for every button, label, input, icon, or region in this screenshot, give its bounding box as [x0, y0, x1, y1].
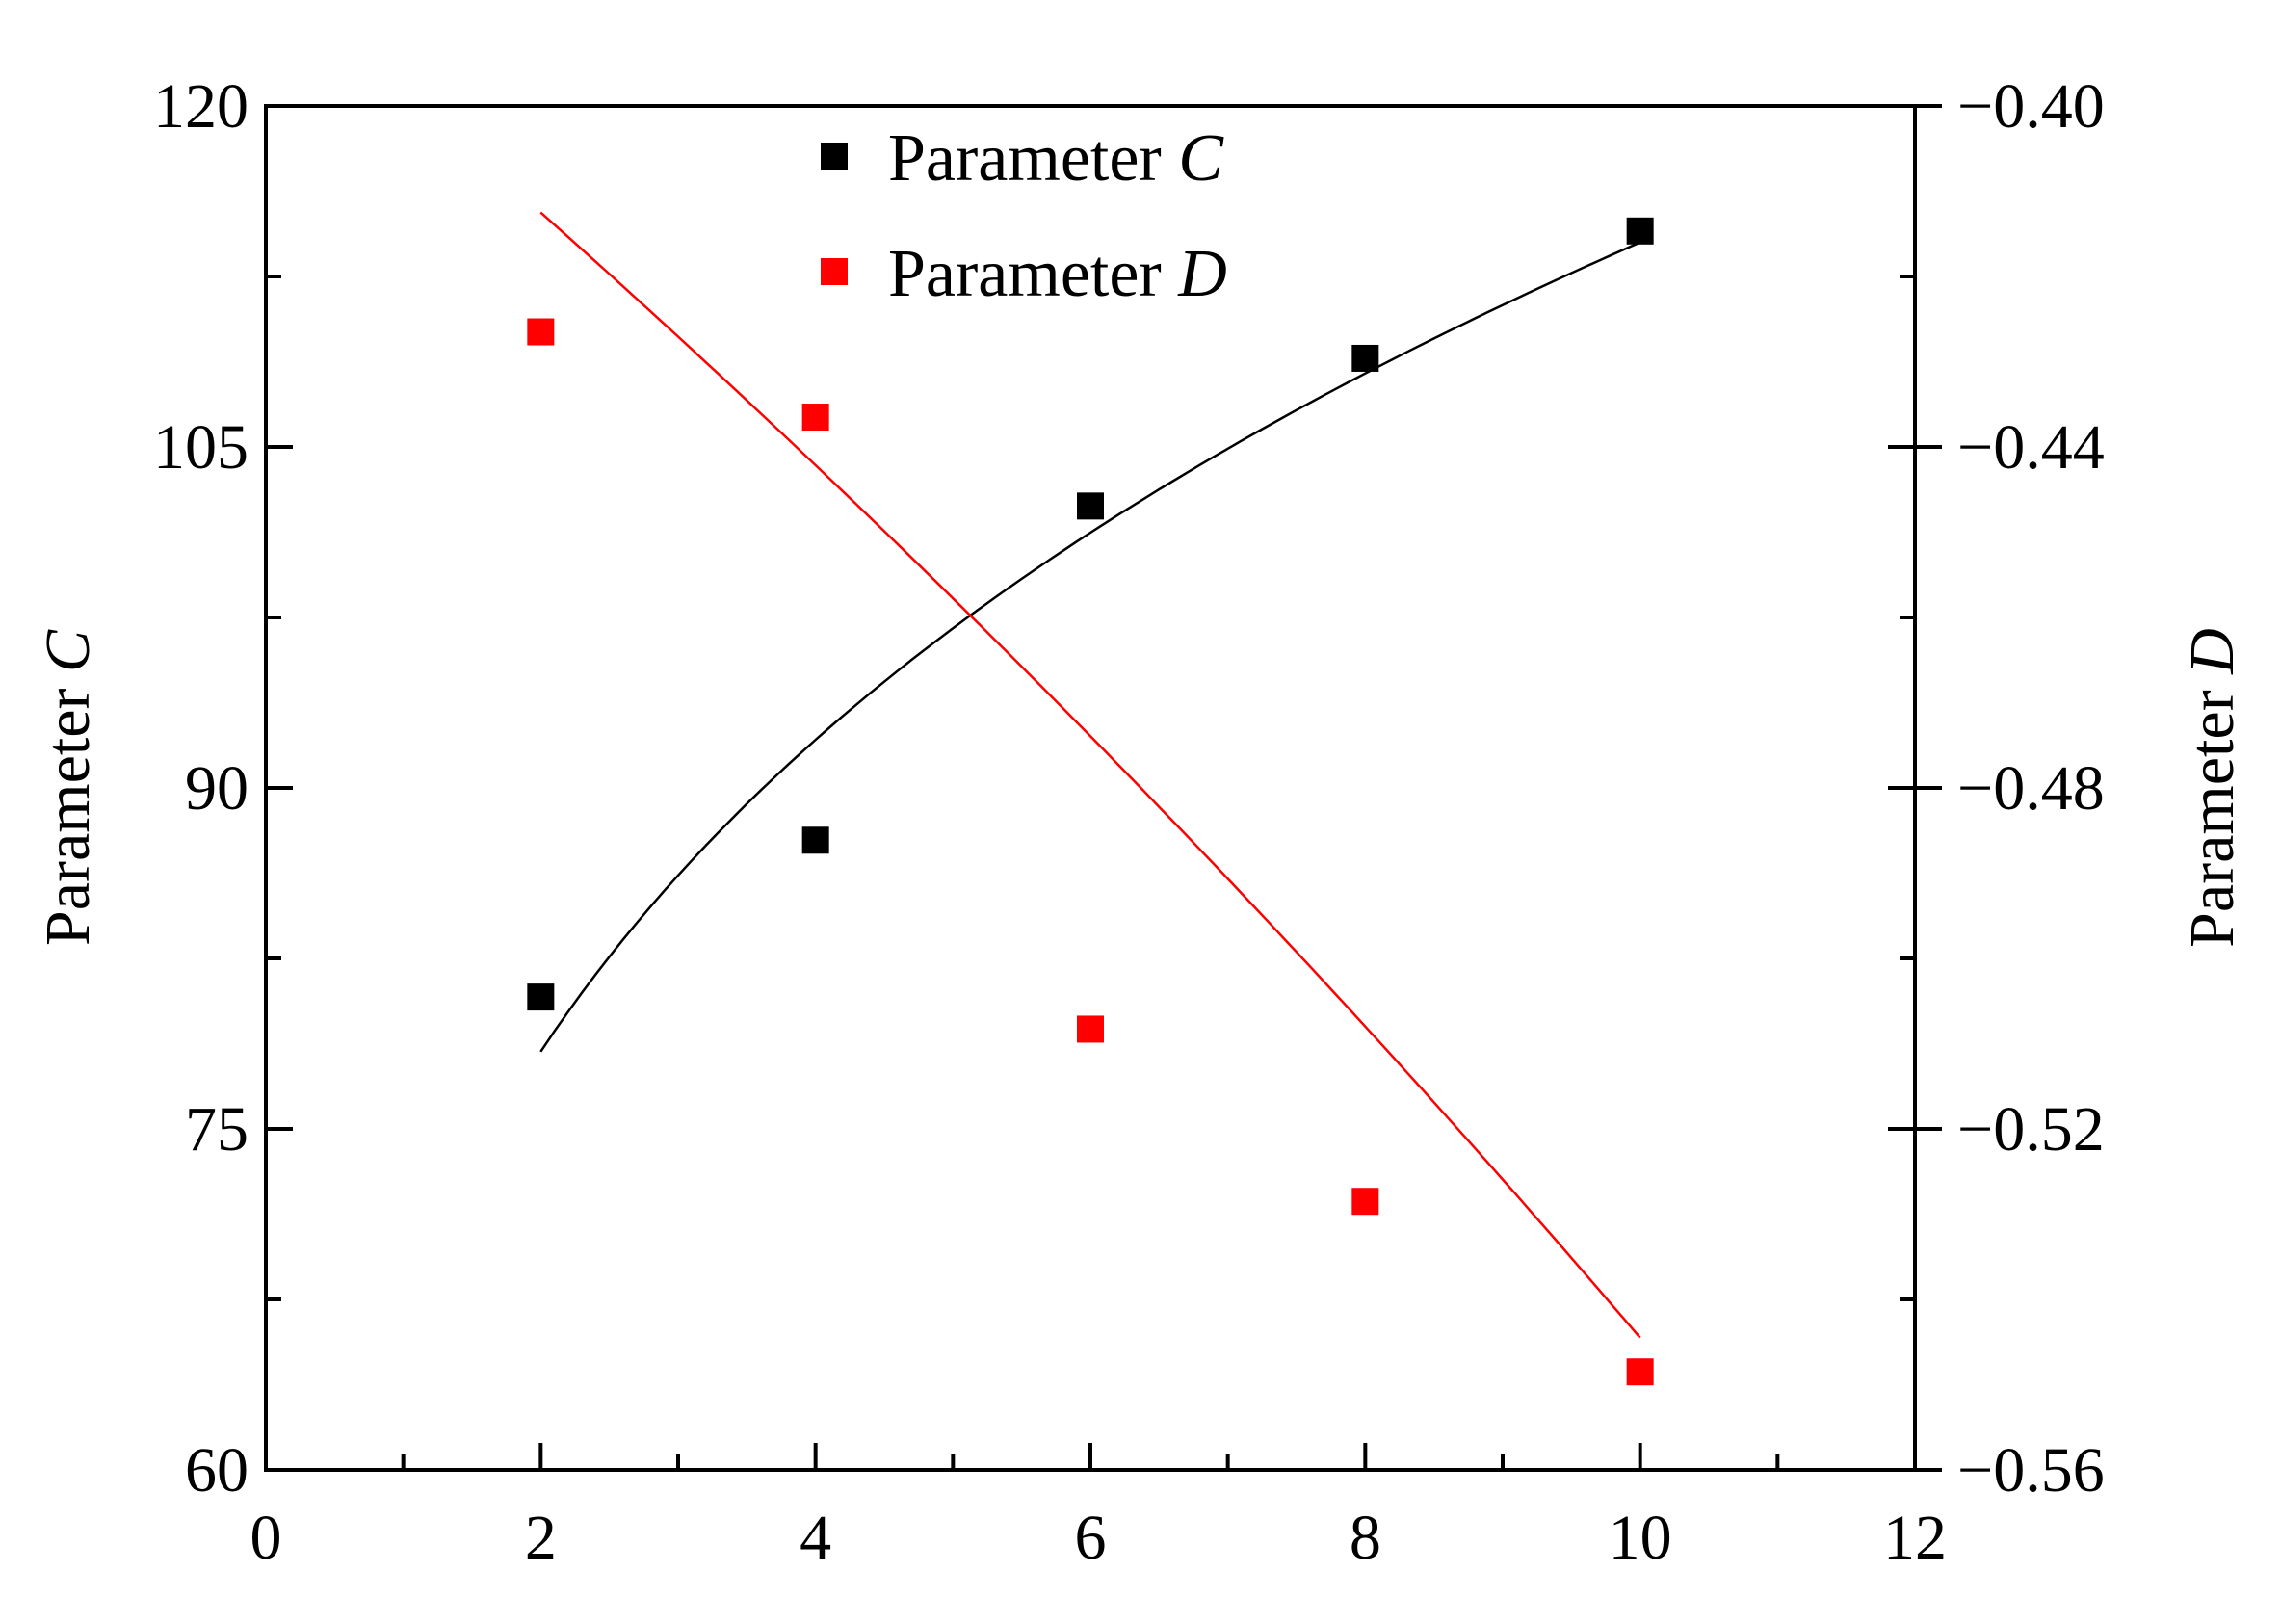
y-left-tick-label: 75 [185, 1094, 249, 1165]
x-tick-label: 4 [800, 1503, 831, 1573]
legend-marker-c [821, 143, 848, 170]
data-mark-layer [527, 217, 1654, 1386]
data-point-d [1351, 1188, 1379, 1216]
legend-label-c: Parameter C [888, 121, 1224, 196]
left-axis-title-var: C [33, 629, 103, 672]
legend-label-c-var: C [1178, 121, 1224, 196]
legend-label-d-var: D [1177, 237, 1227, 311]
legend-label-d-text: Parameter [888, 237, 1162, 311]
y-left-tick-label: 60 [185, 1435, 249, 1506]
right-axis-title-var: D [2177, 628, 2247, 675]
data-point-c [527, 983, 555, 1011]
x-tick-label: 0 [250, 1503, 282, 1573]
legend-label-d: Parameter D [888, 237, 1227, 311]
legend-marker-d [821, 258, 848, 285]
data-point-c [801, 826, 829, 854]
data-point-c [1351, 344, 1379, 372]
legend-label-c-text: Parameter [888, 121, 1162, 196]
data-point-d [801, 404, 829, 432]
y-right-tick-label: −0.44 [1957, 412, 2105, 483]
y-left-tick-label: 90 [185, 753, 249, 824]
fit-curve-c [539, 241, 1641, 1053]
legend: Parameter C Parameter D [821, 121, 1227, 311]
y-left-tick-label: 105 [153, 412, 249, 483]
y-right-tick-label: −0.48 [1957, 753, 2105, 824]
data-point-d [1077, 1015, 1104, 1043]
data-point-d [527, 318, 555, 346]
data-point-d [1626, 1358, 1654, 1386]
fit-curve-d [539, 211, 1641, 1339]
x-tick-label: 2 [525, 1503, 557, 1573]
y-left-tick-label: 120 [153, 71, 249, 142]
x-tick-label: 10 [1609, 1503, 1672, 1573]
tick-layer: 0 2 4 6 8 10 12 60 75 90 105 120 −0.56 −0.52 −0.48 −0.4… [153, 71, 2105, 1573]
y-right-tick-label: −0.56 [1957, 1435, 2105, 1506]
right-axis-title: Parameter D [2177, 628, 2247, 948]
data-point-c [1077, 492, 1104, 520]
left-axis-title-text: Parameter [33, 688, 103, 946]
left-axis-title: Parameter C [33, 629, 103, 946]
fit-curve-layer [539, 211, 1641, 1339]
x-tick-label: 6 [1075, 1503, 1107, 1573]
y-right-tick-label: −0.52 [1957, 1094, 2105, 1165]
x-tick-label: 8 [1350, 1503, 1381, 1573]
right-axis-title-text: Parameter [2177, 690, 2247, 948]
y-right-tick-label: −0.40 [1957, 71, 2105, 142]
x-tick-label: 12 [1883, 1503, 1947, 1573]
data-point-c [1626, 217, 1654, 245]
